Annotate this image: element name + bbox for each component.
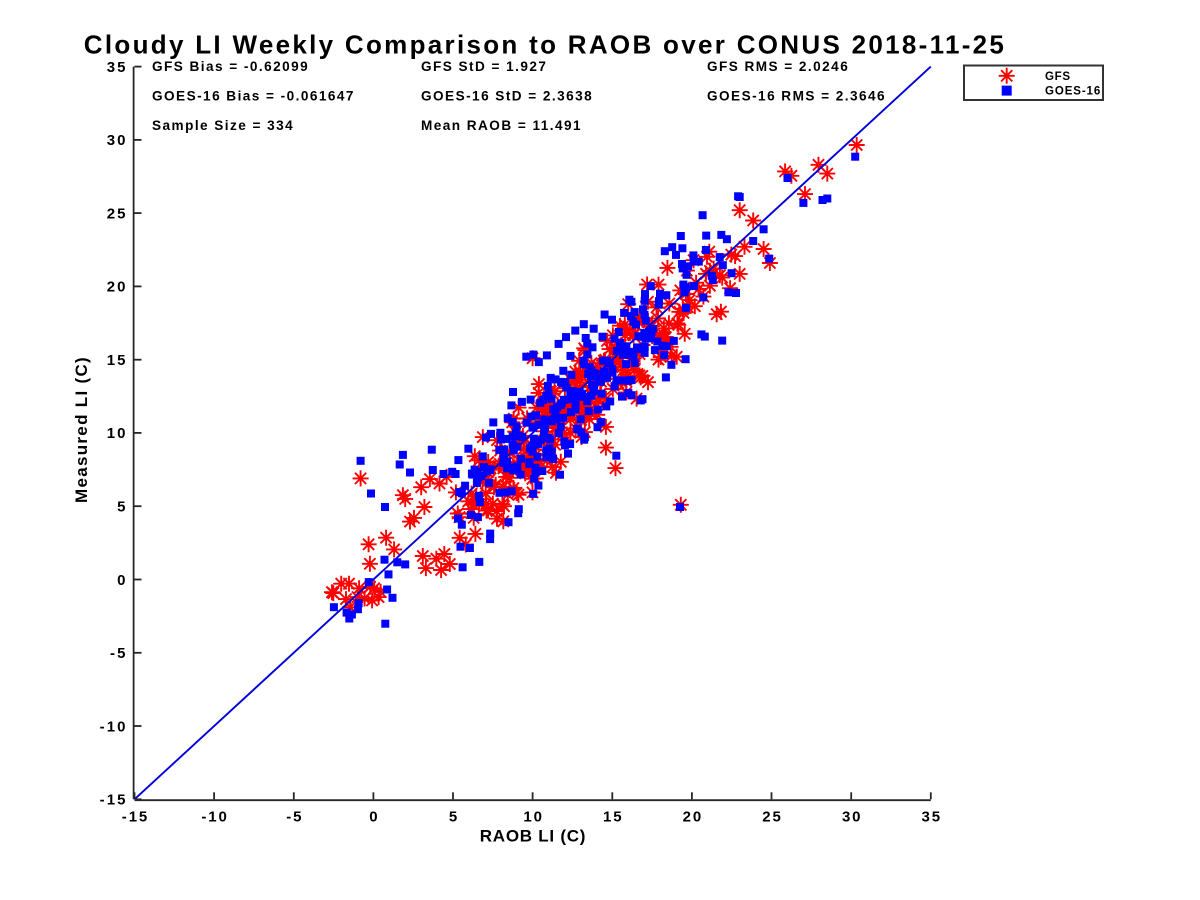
- svg-text:15: 15: [107, 352, 128, 369]
- svg-text:RAOB LI (C): RAOB LI (C): [480, 826, 586, 845]
- svg-text:-5: -5: [286, 809, 303, 826]
- svg-text:GOES-16 Bias = -0.061647: GOES-16 Bias = -0.061647: [152, 89, 355, 104]
- svg-text:GOES-16 StD = 2.3638: GOES-16 StD = 2.3638: [421, 89, 593, 104]
- svg-text:GFS: GFS: [1045, 71, 1071, 83]
- svg-text:30: 30: [842, 809, 863, 826]
- svg-text:10: 10: [523, 809, 544, 826]
- svg-text:Cloudy LI Weekly Comparison to: Cloudy LI Weekly Comparison to RAOB over…: [84, 30, 1006, 60]
- svg-text:-5: -5: [110, 645, 128, 662]
- svg-text:GFS Bias = -0.62099: GFS Bias = -0.62099: [152, 59, 309, 74]
- svg-text:10: 10: [107, 425, 128, 442]
- svg-text:20: 20: [683, 809, 704, 826]
- svg-text:20: 20: [107, 279, 128, 296]
- svg-text:25: 25: [762, 809, 783, 826]
- svg-text:-15: -15: [100, 792, 128, 809]
- svg-text:-15: -15: [122, 809, 149, 826]
- svg-text:5: 5: [449, 809, 459, 826]
- svg-text:15: 15: [603, 809, 624, 826]
- svg-text:Mean RAOB = 11.491: Mean RAOB = 11.491: [421, 118, 582, 133]
- svg-text:30: 30: [107, 132, 128, 149]
- svg-text:Measured LI (C): Measured LI (C): [72, 356, 91, 503]
- svg-text:-10: -10: [100, 718, 128, 735]
- svg-text:0: 0: [369, 809, 379, 826]
- svg-text:-10: -10: [201, 809, 228, 826]
- svg-text:35: 35: [922, 809, 943, 826]
- svg-text:25: 25: [107, 205, 128, 222]
- svg-text:GOES-16 RMS = 2.3646: GOES-16 RMS = 2.3646: [707, 89, 886, 104]
- svg-text:0: 0: [117, 572, 127, 589]
- svg-text:GFS StD = 1.927: GFS StD = 1.927: [421, 59, 547, 74]
- svg-text:GOES-16: GOES-16: [1045, 86, 1101, 98]
- svg-text:35: 35: [107, 59, 128, 76]
- svg-text:5: 5: [117, 499, 127, 516]
- svg-text:GFS RMS = 2.0246: GFS RMS = 2.0246: [707, 59, 849, 74]
- svg-text:Sample Size = 334: Sample Size = 334: [152, 118, 294, 133]
